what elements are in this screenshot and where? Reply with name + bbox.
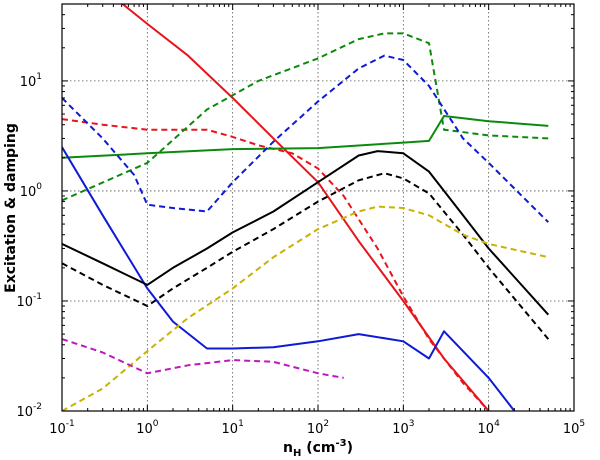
x-tick-label: 100 [136,419,159,437]
x-tick-label: 10-1 [49,419,75,437]
y-tick-label: 101 [20,72,42,90]
series-line-green-solid [62,115,549,159]
x-tick-label: 104 [478,419,501,437]
x-axis-title: nH (cm-3) [283,438,353,459]
series-line-blue-dashed [62,54,550,223]
x-tick-label: 105 [563,419,585,437]
x-tick-label: 102 [307,419,329,437]
series-line-black-solid [62,150,550,316]
series-line-red-solid [121,4,490,411]
y-axis-title: Excitation & damping [3,123,19,293]
series-line-green-dashed [62,32,549,202]
series-line-black-dashed [62,172,550,340]
x-tick-label: 101 [222,419,244,437]
y-tick-label: 100 [20,182,43,200]
ticks [61,4,575,412]
series-line-yellow-dashed [62,205,549,411]
x-tick-label: 103 [392,419,414,437]
series-group [62,4,550,411]
y-tick-label: 10-1 [16,292,42,310]
grid [62,4,574,411]
series-line-red-dashed [62,118,490,411]
series-line-magenta-dashed [62,338,344,379]
series-line-blue-solid [62,146,516,411]
y-tick-label: 10-2 [16,402,42,420]
tick-labels: 10-1 100 101 102 103 104 105 10-2 10-1 100 101 [16,72,585,437]
